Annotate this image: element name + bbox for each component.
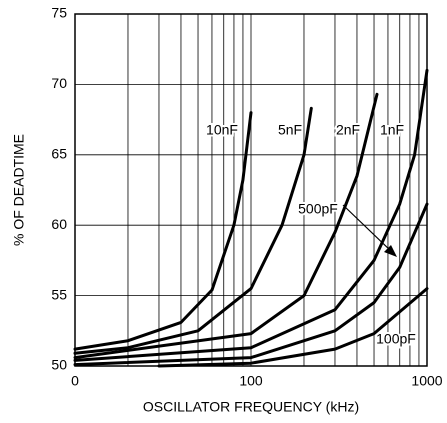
y-tick-label: 70 <box>51 75 67 91</box>
y-tick-label: 55 <box>51 286 67 302</box>
y-axis-label: % OF DEADTIME <box>11 134 27 246</box>
curve <box>73 106 313 355</box>
y-tick-label: 75 <box>51 5 67 21</box>
curve <box>73 68 429 362</box>
series-label: 500pF <box>298 201 338 217</box>
x-tick-label: 100 <box>239 373 263 389</box>
annotation-arrow <box>342 204 394 254</box>
y-tick-label: 50 <box>51 357 67 373</box>
arrow-head <box>384 245 397 257</box>
x-tick-label: 0 <box>71 373 79 389</box>
series-label: 2nF <box>336 122 360 138</box>
series-label: 10nF <box>206 122 238 138</box>
y-tick-label: 60 <box>51 216 67 232</box>
series-label: 100pF <box>376 331 416 347</box>
series-label: 1nF <box>380 122 404 138</box>
curve <box>73 92 379 360</box>
series-label: 5nF <box>278 122 302 138</box>
x-axis-label: OSCILLATOR FREQUENCY (kHz) <box>143 399 359 415</box>
curve <box>73 111 253 351</box>
curve <box>73 202 429 367</box>
y-tick-label: 65 <box>51 146 67 162</box>
x-tick-label: 1000 <box>411 373 442 389</box>
curve <box>157 287 429 368</box>
